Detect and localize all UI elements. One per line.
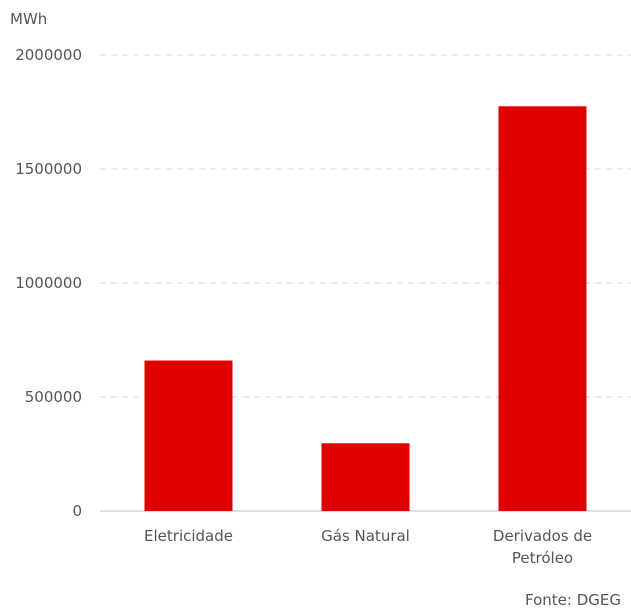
- x-tick-label: Eletricidade: [144, 527, 233, 545]
- y-tick-label: 0: [72, 502, 82, 520]
- y-tick-label: 2000000: [15, 46, 82, 64]
- x-tick-label: Derivados de: [493, 527, 592, 545]
- bar: [144, 360, 233, 511]
- bar: [498, 106, 587, 512]
- y-tick-label: 500000: [25, 388, 82, 406]
- bars: [144, 106, 587, 512]
- bar: [321, 443, 410, 511]
- y-tick-label: 1000000: [15, 274, 82, 292]
- y-axis-unit-label: MWh: [10, 10, 48, 28]
- y-tick-labels: 0 500000 1000000 1500000 2000000: [15, 46, 82, 520]
- x-tick-labels: Eletricidade Gás Natural Derivados de Petró…: [144, 527, 592, 567]
- y-tick-label: 1500000: [15, 160, 82, 178]
- source-note: Fonte: DGEG: [525, 591, 621, 609]
- x-tick-label: Petróleo: [512, 549, 573, 567]
- x-tick-label: Gás Natural: [321, 527, 410, 545]
